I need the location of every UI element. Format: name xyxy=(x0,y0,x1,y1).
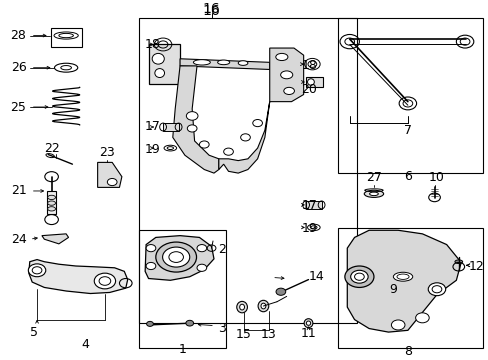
Ellipse shape xyxy=(275,53,287,60)
Text: 18: 18 xyxy=(301,59,316,72)
Bar xyxy=(47,190,56,214)
Bar xyxy=(305,201,321,209)
Text: 23: 23 xyxy=(99,146,115,159)
Polygon shape xyxy=(42,234,68,244)
Text: 6: 6 xyxy=(403,170,411,183)
Text: 16: 16 xyxy=(202,3,220,17)
Text: 12: 12 xyxy=(468,260,484,273)
Ellipse shape xyxy=(280,71,292,79)
Bar xyxy=(163,123,178,131)
Circle shape xyxy=(156,242,196,272)
Text: 24: 24 xyxy=(11,233,26,246)
Bar xyxy=(305,77,323,87)
Circle shape xyxy=(163,247,189,267)
Ellipse shape xyxy=(304,319,312,328)
Circle shape xyxy=(146,244,156,252)
Bar xyxy=(139,230,225,348)
Circle shape xyxy=(199,141,209,148)
Circle shape xyxy=(187,125,197,132)
Circle shape xyxy=(427,283,445,296)
Bar xyxy=(139,18,356,323)
Text: 22: 22 xyxy=(43,142,60,155)
Ellipse shape xyxy=(47,207,56,211)
Polygon shape xyxy=(29,260,127,293)
Text: 10: 10 xyxy=(428,171,444,184)
Text: 14: 14 xyxy=(308,270,324,283)
Circle shape xyxy=(350,270,367,283)
Circle shape xyxy=(107,179,117,186)
Text: 28: 28 xyxy=(10,29,26,42)
Circle shape xyxy=(94,273,115,289)
Text: 27: 27 xyxy=(365,171,381,184)
Ellipse shape xyxy=(283,87,294,94)
Polygon shape xyxy=(98,162,122,188)
Text: 25: 25 xyxy=(10,100,26,113)
Polygon shape xyxy=(269,48,303,102)
Ellipse shape xyxy=(364,190,383,197)
Circle shape xyxy=(415,313,428,323)
Bar xyxy=(337,229,482,348)
Bar xyxy=(148,45,180,84)
Ellipse shape xyxy=(47,201,56,205)
Ellipse shape xyxy=(369,192,378,195)
Polygon shape xyxy=(180,59,269,69)
Ellipse shape xyxy=(152,53,164,64)
Text: 9: 9 xyxy=(388,283,396,296)
Polygon shape xyxy=(346,230,460,332)
Text: 17: 17 xyxy=(144,120,160,133)
Text: 19: 19 xyxy=(301,222,316,235)
Circle shape xyxy=(252,120,262,127)
Circle shape xyxy=(240,134,250,141)
Text: 3: 3 xyxy=(218,322,225,335)
Text: 7: 7 xyxy=(403,124,411,137)
Circle shape xyxy=(185,320,193,326)
Text: 20: 20 xyxy=(301,83,316,96)
Text: 16: 16 xyxy=(202,4,220,18)
Ellipse shape xyxy=(239,304,244,310)
Bar xyxy=(337,18,482,173)
Text: 13: 13 xyxy=(261,328,276,341)
Ellipse shape xyxy=(155,69,164,77)
Text: 17: 17 xyxy=(301,199,316,212)
Ellipse shape xyxy=(392,272,412,281)
Text: 8: 8 xyxy=(403,345,411,357)
Circle shape xyxy=(275,288,285,295)
Ellipse shape xyxy=(261,303,265,309)
Circle shape xyxy=(146,321,153,327)
Text: 5: 5 xyxy=(30,325,38,339)
Text: 11: 11 xyxy=(301,327,316,341)
Text: 18: 18 xyxy=(144,38,160,51)
Ellipse shape xyxy=(454,260,462,264)
Text: 2: 2 xyxy=(218,243,225,256)
Text: 15: 15 xyxy=(236,328,251,341)
Text: 1: 1 xyxy=(178,343,186,356)
Ellipse shape xyxy=(217,60,229,65)
Circle shape xyxy=(344,266,373,287)
Text: 21: 21 xyxy=(11,184,26,198)
Text: 19: 19 xyxy=(144,143,160,156)
Circle shape xyxy=(390,320,404,330)
Ellipse shape xyxy=(307,79,314,85)
Circle shape xyxy=(186,112,198,120)
Ellipse shape xyxy=(236,301,247,313)
Circle shape xyxy=(28,264,46,277)
Bar xyxy=(51,28,81,47)
Circle shape xyxy=(197,264,206,271)
Ellipse shape xyxy=(258,300,268,312)
Circle shape xyxy=(146,262,156,270)
Ellipse shape xyxy=(238,61,247,66)
Polygon shape xyxy=(172,66,219,173)
Ellipse shape xyxy=(47,195,56,199)
Text: 26: 26 xyxy=(11,61,26,74)
Circle shape xyxy=(223,148,233,155)
Ellipse shape xyxy=(193,60,210,65)
Polygon shape xyxy=(145,236,214,280)
Polygon shape xyxy=(219,102,269,173)
Text: 4: 4 xyxy=(81,338,89,351)
Circle shape xyxy=(197,244,206,252)
Ellipse shape xyxy=(305,321,310,325)
